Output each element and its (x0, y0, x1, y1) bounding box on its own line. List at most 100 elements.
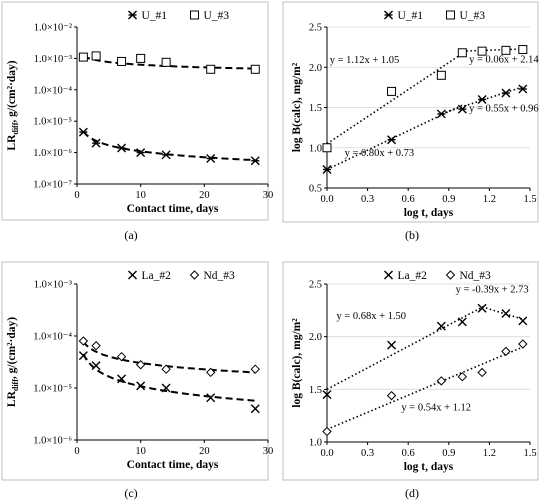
x-tick-label: 30 (263, 190, 274, 201)
trendline-2 (326, 346, 524, 431)
data-point-s1 (161, 57, 171, 67)
data-point-s1 (501, 346, 511, 357)
legend-label: Nd_#3 (204, 270, 236, 282)
trendline-0 (326, 306, 483, 391)
fit-curve-1 (82, 340, 256, 374)
equation-label: y = 0.54x + 1.12 (401, 402, 471, 413)
legend-marker-1 (445, 270, 456, 280)
y-axis-title-rest: , g/(cm²·day) (6, 317, 18, 379)
x-tick-label: 20 (199, 190, 210, 201)
legend-marker-1 (190, 10, 199, 20)
data-point-s1 (457, 48, 467, 58)
y-tick-label: 1.0 (309, 143, 322, 154)
y-tick-label: 1.5 (309, 385, 322, 396)
data-point-s1 (250, 64, 260, 74)
data-point-s1 (436, 70, 446, 80)
panel-label-d: (d) (405, 486, 419, 500)
data-point-s0-b (436, 321, 446, 331)
data-point-s1 (206, 64, 216, 74)
data-point-s1 (387, 86, 397, 96)
legend-marker-0-b (384, 270, 393, 280)
data-point-s1 (518, 339, 528, 349)
legend-marker-1 (189, 270, 200, 280)
x-tick-label: 0 (74, 446, 79, 457)
y-tick-label: 1.0×10⁻³ (34, 54, 72, 65)
data-point-s0-b (78, 351, 88, 361)
x-tick-label: 0.3 (361, 448, 374, 459)
data-point-s1 (161, 364, 171, 374)
y-tick-label: 2.0 (309, 63, 322, 74)
equation-label: y = 1.12x + 1.05 (330, 55, 400, 66)
x-tick-label: 0.0 (320, 448, 333, 459)
y-tick-label: 0.5 (309, 184, 322, 195)
y-tick-label: 1.0×10⁻⁶ (33, 436, 72, 447)
x-tick-label: 0.6 (402, 194, 415, 205)
y-axis-title: log B(calc), mg/m² (291, 62, 303, 152)
data-point-s1 (386, 390, 397, 401)
fit-curve-0 (82, 353, 256, 402)
panel-frame (282, 261, 539, 481)
legend-label: U_#3 (460, 10, 486, 22)
y-tick-label: 2.5 (309, 23, 322, 34)
y-axis-title: LRdiff, g/(cm²·day) (6, 317, 20, 407)
panel-label-c: (c) (124, 486, 138, 500)
y-axis-title-main: LR (6, 134, 18, 151)
data-point-s1 (136, 53, 146, 63)
x-tick-label: 20 (199, 446, 210, 457)
y-tick-label: 1.0×10⁻⁴ (33, 85, 72, 96)
x-tick-label: 0 (74, 190, 79, 201)
y-tick-label: 1.5 (309, 103, 322, 114)
y-axis-title: log B(calc), mg/m² (291, 318, 303, 408)
data-point-s1 (250, 364, 260, 374)
legend-marker-0-b (128, 270, 137, 280)
equation-label: y = 0.55x + 0.96 (469, 104, 539, 115)
x-tick-label: 0.9 (442, 194, 455, 205)
legend-label: U_#1 (142, 10, 168, 22)
y-tick-label: 1.0×10⁻⁷ (33, 180, 72, 191)
equation-label: y = 0.06x + 2.14 (469, 54, 539, 65)
legend-marker-1 (446, 10, 455, 20)
data-point-s1 (457, 371, 468, 382)
panel-label-a: (a) (124, 228, 138, 242)
data-point-s0-b (322, 390, 332, 400)
chart-d: 1.0 1.5 2.0 2.5 0.0 0.3 0.6 0.9 1.2 1.5 log t, day… (282, 261, 539, 481)
chart-c: 1.0×10⁻⁶ 1.0×10⁻⁵ 1.0×10⁻⁴ 1.0×10⁻³ 0 10 20 30 C… (1, 261, 273, 481)
data-point-s1 (91, 341, 101, 351)
x-tick-label: 1.5 (523, 448, 536, 459)
data-point-s1 (322, 426, 332, 437)
x-axis-title: log t, days (404, 207, 454, 219)
x-axis-title: log t, days (404, 461, 454, 473)
y-axis-title-main: LR (6, 390, 18, 407)
data-point-s1 (436, 376, 447, 386)
data-point-s1 (477, 46, 487, 56)
legend-label: La_#2 (142, 270, 172, 282)
x-tick-label: 1.2 (483, 448, 496, 459)
data-point-s0-b (91, 361, 101, 371)
legend-label: La_#2 (398, 270, 428, 282)
data-point-s1 (501, 45, 511, 55)
y-tick-label: 1.0 (309, 438, 322, 449)
y-axis-title-rest: , g/(cm²·day) (6, 60, 18, 122)
x-tick-label: 0.3 (361, 194, 374, 205)
data-point-s1 (117, 56, 127, 66)
x-axis-title: Contact time, days (127, 459, 219, 471)
data-point-s1 (91, 51, 101, 61)
data-point-s1 (518, 45, 528, 55)
fit-curve-1 (82, 55, 256, 70)
y-tick-label: 1.0×10⁻⁵ (33, 384, 72, 395)
equation-label: y = 0.80x + 0.73 (345, 148, 415, 159)
data-point-s1 (322, 143, 332, 153)
chart-b: 0.5 1.0 1.5 2.0 2.5 0.0 0.3 0.6 0.9 1.2 1.5 log t, … (282, 1, 539, 223)
y-tick-label: 1.0×10⁻² (34, 23, 72, 34)
data-point-s1 (205, 367, 216, 378)
data-point-s0-b (117, 374, 127, 384)
legend-label: U_#1 (398, 10, 424, 22)
x-tick-label: 1.2 (483, 194, 496, 205)
y-axis-title-sub: diff (11, 379, 20, 391)
data-point-s1 (78, 336, 89, 346)
data-point-s1 (477, 367, 487, 378)
data-point-s0-b (477, 303, 487, 313)
x-tick-label: 0.6 (402, 448, 415, 459)
y-axis-title-sub: diff (11, 122, 20, 134)
x-axis-title: Contact time, days (127, 203, 219, 215)
